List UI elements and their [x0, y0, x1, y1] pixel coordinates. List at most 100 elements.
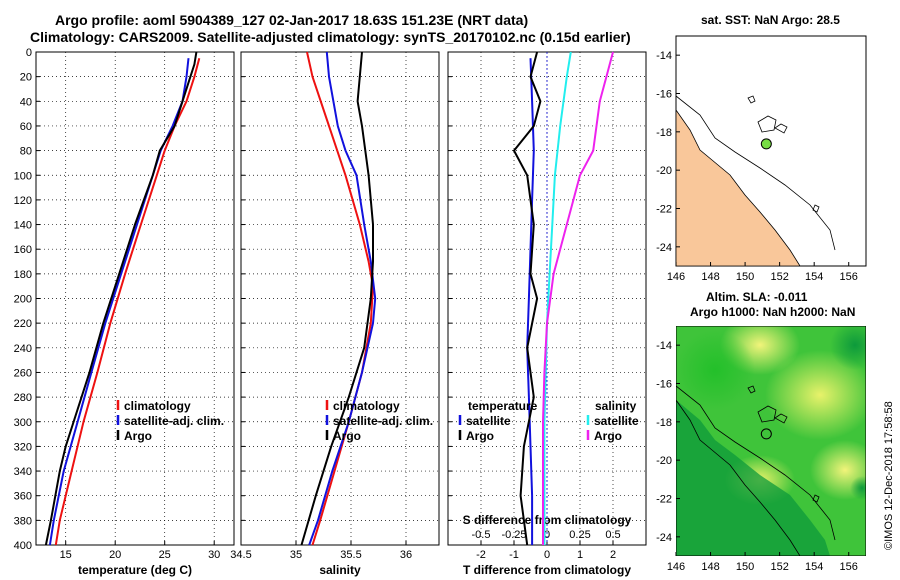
sla-map-subtitle: Argo h1000: NaN h2000: NaN [690, 305, 855, 319]
s-diff-tick-label: -0.25 [501, 529, 526, 541]
legend-label: Argo [466, 429, 494, 443]
sla-map-contour [676, 385, 836, 541]
legend-label: Argo [124, 429, 152, 443]
map-ytick-label: -22 [656, 204, 672, 216]
depth-tick-label: 120 [14, 195, 32, 207]
legend-label: Argo [594, 429, 622, 443]
copyright-note: ©IMOS 12-Dec-2018 17:58:58 [883, 401, 895, 550]
sla-map-low-2 [830, 326, 866, 370]
depth-tick-label: 100 [14, 170, 32, 182]
map-ytick-label: -16 [656, 379, 672, 391]
temperature-xtick-label: 25 [159, 549, 171, 561]
depth-tick-label: 140 [14, 220, 32, 232]
temperature-panel: 15 20 25 3002040608010012014016018020022024… [14, 47, 235, 577]
difference-xtick-label: 2 [610, 549, 616, 561]
sst-map-axes: 146 148 150 152 154 156 -14 -16 -18 -20 -22 -24 [656, 50, 858, 283]
depth-tick-label: 260 [14, 367, 32, 379]
sla-map-axes: 146 148 150 152 154 156 -14 -16 -18 -20 -22 -24 [656, 340, 858, 573]
map-xtick-label: 156 [840, 561, 858, 573]
depth-tick-label: 340 [14, 466, 32, 478]
depth-tick-label: 320 [14, 441, 32, 453]
sla-map-low-3 [850, 476, 866, 500]
map-xtick-label: 146 [667, 271, 685, 283]
depth-tick-label: 40 [20, 96, 32, 108]
depth-tick-label: 20 [20, 72, 32, 84]
difference-axis-label: T difference from climatology [463, 563, 631, 577]
depth-tick-label: 220 [14, 318, 32, 330]
salinity-xtick-label: 35 [290, 549, 302, 561]
sla-map-title: Altim. SLA: -0.011 [706, 290, 808, 304]
salinity-xtick-label: 36 [400, 549, 412, 561]
map-ytick-label: -20 [656, 455, 672, 467]
series-line-s-satellite [543, 51, 572, 545]
sst-map [675, 35, 867, 267]
difference-xtick-label: -2 [476, 549, 486, 561]
map-ytick-label: -22 [656, 494, 672, 506]
depth-tick-label: 380 [14, 515, 32, 527]
map-ytick-label: -24 [656, 532, 672, 544]
legend-label: climatology [124, 399, 191, 413]
series-line-s-argo [542, 51, 614, 545]
map-ytick-label: -18 [656, 417, 672, 429]
series-line-t-argo [513, 51, 542, 546]
depth-tick-label: 80 [20, 146, 32, 158]
depth-tick-label: 160 [14, 244, 32, 256]
sst-map-islands [747, 95, 820, 213]
salinity-xtick-label: 34.5 [230, 549, 251, 561]
map-ytick-label: -24 [656, 242, 672, 254]
legend-label: satellite-adj. clim. [124, 414, 224, 428]
salinity-xtick-label: 35.5 [340, 549, 361, 561]
salinity-axis-label: salinity [319, 563, 361, 577]
difference-xtick-label: 1 [577, 549, 583, 561]
depth-tick-label: 400 [14, 540, 32, 552]
salinity-panel: 34.5 35 35.5 36 salinity climatologysatellite… [230, 51, 440, 577]
depth-tick-label: 0 [26, 47, 32, 59]
map-xtick-label: 148 [701, 561, 719, 573]
depth-tick-label: 300 [14, 417, 32, 429]
map-xtick-label: 150 [736, 271, 754, 283]
difference-panel: -2 -1 0 1 2-0.5 -0.25 0 0.25 0.5S difference fro… [447, 51, 647, 577]
sla-map-shelf [676, 400, 830, 556]
map-ytick-label: -14 [656, 50, 672, 62]
legend-label: Argo [333, 429, 361, 443]
legend-temperature-title: temperature [468, 399, 538, 413]
sla-map-high-1 [765, 350, 866, 440]
depth-tick-label: 180 [14, 269, 32, 281]
temperature-axis-label: temperature (deg C) [78, 563, 192, 577]
sla-map [676, 326, 866, 556]
map-xtick-label: 156 [840, 271, 858, 283]
s-diff-tick-label: 0 [544, 529, 550, 541]
difference-xtick-label: 0 [544, 549, 550, 561]
sla-map-coast [676, 399, 801, 556]
temperature-xtick-label: 20 [109, 549, 121, 561]
figure-title-line1: Argo profile: aoml 5904389_127 02-Jan-20… [55, 12, 528, 28]
map-xtick-label: 154 [805, 561, 823, 573]
legend-label: satellite [466, 414, 511, 428]
argo-profile-marker [760, 138, 772, 150]
s-diff-tick-label: 0.25 [569, 529, 590, 541]
map-xtick-label: 146 [667, 561, 685, 573]
series-line-argo [44, 51, 198, 546]
map-ytick-label: -20 [656, 165, 672, 177]
depth-tick-label: 360 [14, 491, 32, 503]
depth-tick-label: 60 [20, 121, 32, 133]
sst-map-title: sat. SST: NaN Argo: 28.5 [701, 13, 840, 27]
depth-tick-label: 200 [14, 294, 32, 306]
map-xtick-label: 148 [701, 271, 719, 283]
map-xtick-label: 152 [770, 271, 788, 283]
map-xtick-label: 150 [736, 561, 754, 573]
map-ytick-label: -18 [656, 127, 672, 139]
s-diff-tick-label: -0.5 [472, 529, 491, 541]
sla-map-islands [747, 385, 820, 503]
temperature-xtick-label: 30 [208, 549, 220, 561]
legend-label: satellite [594, 414, 639, 428]
map-ytick-label: -14 [656, 340, 672, 352]
sst-map-reef-contour [675, 95, 836, 251]
legend-label: satellite-adj. clim. [333, 414, 433, 428]
sla-map-high-3 [810, 440, 866, 500]
depth-tick-label: 240 [14, 343, 32, 355]
s-diff-tick-label: 0.5 [605, 529, 620, 541]
series-line-climatology [54, 57, 201, 546]
series-line-t-satellite [526, 58, 535, 545]
